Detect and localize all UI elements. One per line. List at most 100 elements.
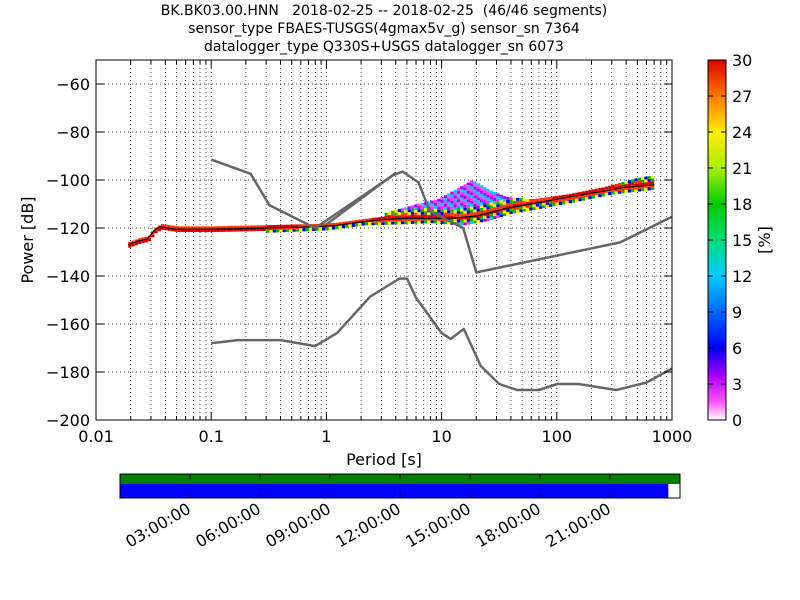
psd-cell — [463, 201, 467, 205]
psd-cell — [558, 195, 563, 199]
psd-cell — [220, 229, 224, 232]
psd-cell — [207, 226, 211, 230]
psd-cell — [650, 187, 655, 190]
psd-cell — [302, 227, 306, 232]
psd-cell — [417, 217, 421, 221]
psd-cell — [417, 215, 421, 218]
psd-cell — [272, 224, 277, 228]
psd-cell — [233, 228, 237, 232]
noise-model-high — [210, 158, 672, 274]
psd-cell — [269, 225, 273, 228]
psd-cell — [608, 185, 612, 189]
psd-cell — [499, 200, 503, 204]
psd-cell — [617, 182, 622, 186]
psd-cell — [565, 194, 569, 198]
psd-cell — [207, 229, 211, 233]
psd-cell — [558, 201, 563, 206]
psd-cell — [535, 206, 540, 210]
timeline-coverage-bar — [120, 484, 669, 498]
psd-cell — [466, 182, 471, 186]
psd-cell — [621, 182, 625, 185]
psd-cell — [591, 189, 595, 193]
psd-cell — [364, 222, 369, 226]
psd-cell — [545, 204, 549, 208]
psd-cell — [463, 193, 467, 197]
psd-cell — [131, 240, 135, 244]
plot-area — [96, 60, 672, 420]
psd-cell — [581, 191, 586, 195]
psd-cell — [193, 229, 198, 233]
psd-cell — [253, 228, 257, 232]
psd-cell — [256, 228, 260, 232]
psd-cell — [364, 218, 369, 223]
psd-cell — [292, 229, 296, 232]
psd-cell — [460, 211, 464, 215]
psd-cell — [453, 219, 457, 223]
psd-cell — [496, 196, 500, 199]
psd-cell — [624, 189, 628, 193]
psd-cell — [624, 184, 628, 188]
psd-cell — [631, 179, 635, 183]
psd-cell — [568, 196, 572, 201]
psd-cell — [433, 214, 438, 218]
psd-cell — [466, 210, 471, 214]
psd-cell — [368, 218, 372, 222]
psd-cell — [358, 219, 362, 223]
psd-cell — [453, 198, 457, 202]
psd-cell — [338, 225, 342, 229]
psd-cell — [463, 222, 467, 226]
psd-cell — [377, 219, 382, 223]
psd-cell — [542, 205, 546, 209]
psd-cell — [348, 220, 352, 225]
psd-cell — [299, 227, 303, 232]
psd-cell — [476, 220, 480, 223]
psd-cell — [617, 185, 622, 189]
psd-cell — [141, 237, 145, 241]
psd-cell — [647, 178, 651, 182]
psd-cell — [453, 207, 457, 211]
psd-cell — [476, 200, 480, 204]
psd-cell — [594, 188, 599, 192]
psd-cell — [479, 193, 484, 197]
psd-cell — [167, 225, 171, 228]
psd-cell — [256, 225, 260, 229]
psd-cell — [137, 238, 142, 242]
noise-model-high-segment — [325, 171, 397, 226]
psd-cell — [190, 226, 194, 230]
psd-cell — [634, 178, 638, 182]
psd-cell — [463, 210, 467, 214]
psd-cell — [216, 226, 221, 230]
timeline-tick-label: 09:00:00 — [262, 499, 334, 551]
psd-cell — [555, 199, 559, 203]
psd-cell — [410, 220, 415, 224]
psd-cell — [647, 181, 651, 185]
colorbar-tick-label: 21 — [732, 159, 752, 178]
psd-cell — [644, 179, 648, 183]
psd-cell — [631, 188, 635, 193]
psd-cell — [525, 207, 530, 212]
psd-cell — [397, 218, 401, 222]
psd-cell — [180, 226, 185, 230]
psd-cell — [585, 190, 589, 194]
psd-cell — [141, 240, 145, 244]
psd-cell — [335, 225, 339, 230]
psd-cell — [456, 210, 461, 214]
psd-cell — [591, 192, 595, 196]
psd-cell — [460, 186, 464, 190]
psd-cell — [210, 229, 214, 233]
psd-cell — [463, 184, 467, 188]
psd-cell — [502, 199, 507, 202]
psd-cell — [463, 187, 467, 191]
psd-cell — [164, 227, 168, 231]
psd-cell — [479, 202, 484, 206]
psd-cell — [522, 198, 526, 202]
psd-cell — [470, 209, 474, 213]
psd-cell — [440, 202, 444, 206]
psd-cell — [571, 193, 576, 197]
psd-cell — [466, 199, 471, 203]
psd-cell — [483, 210, 487, 213]
psd-cell — [203, 229, 208, 233]
psd-cell — [601, 187, 605, 191]
psd-cell — [512, 197, 517, 201]
psd-cell — [588, 193, 592, 197]
